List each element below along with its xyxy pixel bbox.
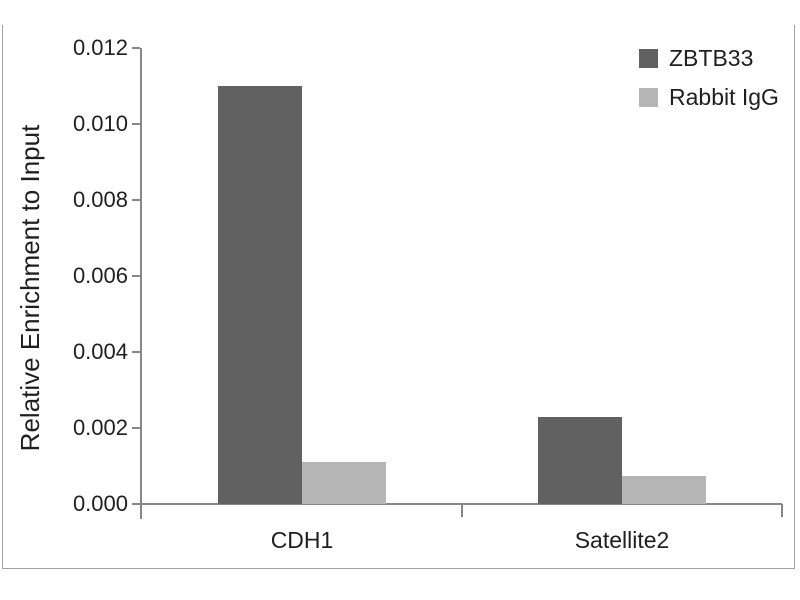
legend-label-zbtb33: ZBTB33	[669, 45, 754, 71]
y-tick-label: 0.000	[72, 491, 128, 516]
y-tick-mark	[132, 503, 140, 505]
y-tick-label: 0.010	[72, 111, 128, 136]
bar-zbtb33-cdh1	[218, 86, 302, 504]
legend-item-rabbit-igg: Rabbit IgG	[639, 84, 779, 110]
legend-swatch-rabbit-igg	[639, 88, 658, 107]
bar-rabbit-igg-cdh1	[302, 462, 386, 504]
bar-rabbit-igg-satellite2	[622, 475, 706, 504]
y-tick-mark	[132, 199, 140, 201]
x-category-label: CDH1	[270, 527, 334, 553]
y-tick-mark	[132, 123, 140, 125]
y-tick-label: 0.006	[72, 263, 128, 288]
y-tick-label: 0.008	[72, 187, 128, 212]
figure-border	[2, 25, 795, 569]
y-tick-label: 0.012	[72, 35, 128, 60]
legend-item-zbtb33: ZBTB33	[639, 45, 779, 71]
y-tick-label: 0.004	[72, 339, 128, 364]
y-axis-line	[140, 48, 142, 519]
legend-swatch-zbtb33	[639, 49, 658, 68]
y-tick-mark	[132, 351, 140, 353]
y-tick-mark	[132, 427, 140, 429]
y-axis-title: Relative Enrichment to Input	[15, 124, 45, 452]
y-tick-mark	[132, 275, 140, 277]
bar-zbtb33-satellite2	[538, 416, 622, 504]
y-tick-label: 0.002	[72, 415, 128, 440]
x-tick-mark	[781, 504, 783, 517]
legend-label-rabbit-igg: Rabbit IgG	[669, 84, 779, 110]
legend: ZBTB33 Rabbit IgG	[639, 45, 779, 127]
y-tick-mark	[132, 47, 140, 49]
x-category-label: Satellite2	[574, 527, 670, 553]
x-tick-mark	[461, 504, 463, 517]
